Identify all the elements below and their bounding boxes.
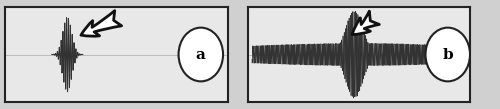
Text: a: a [196,48,205,61]
Text: b: b [442,48,453,61]
